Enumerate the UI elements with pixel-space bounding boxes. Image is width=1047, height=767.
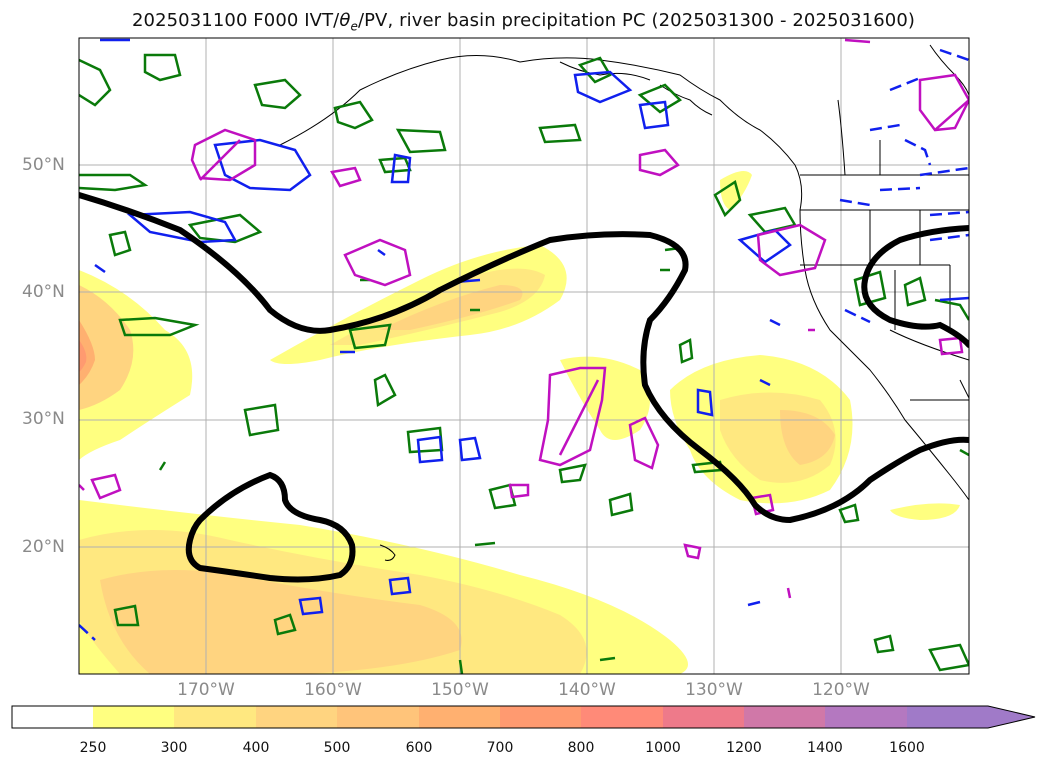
colorbar-tick-600: 600 <box>405 740 433 756</box>
lon-label-140w: 140°W <box>558 680 616 700</box>
colorbar-segment-4 <box>337 706 419 728</box>
lon-label-120w: 120°W <box>812 680 870 700</box>
colorbar-segment-2 <box>174 706 256 728</box>
lon-label-170w: 170°W <box>177 680 235 700</box>
black-contours <box>79 192 969 583</box>
colorbar-tick-400: 400 <box>242 740 270 756</box>
colorbar-tick-1600: 1600 <box>889 740 925 756</box>
colorbar-segment-6 <box>500 706 581 728</box>
colorbar-tick-500: 500 <box>323 740 351 756</box>
colorbar-segment-0 <box>12 706 93 728</box>
colorbar-tick-250: 250 <box>79 740 107 756</box>
colorbar-segment-10 <box>825 706 907 728</box>
colorbar-tick-1200: 1200 <box>726 740 762 756</box>
lon-label-150w: 150°W <box>431 680 489 700</box>
colorbar-tick-1000: 1000 <box>645 740 681 756</box>
colorbar-tick-300: 300 <box>160 740 188 756</box>
colorbar-segment-1 <box>93 706 174 728</box>
colorbar-segment-3 <box>256 706 337 728</box>
map-frame <box>78 37 970 675</box>
colorbar-segment-5 <box>419 706 500 728</box>
lat-label-50n: 50°N <box>22 155 65 175</box>
map-title: 2025031100 F000 IVT/θe/PV, river basin p… <box>131 10 916 34</box>
magenta-contours <box>79 38 969 599</box>
lat-label-40n: 40°N <box>22 282 65 302</box>
lon-label-160w: 160°W <box>304 680 362 700</box>
colorbar <box>11 705 1036 729</box>
colorbar-tick-1400: 1400 <box>807 740 843 756</box>
gridlines <box>79 38 969 674</box>
lat-label-30n: 30°N <box>22 409 65 429</box>
colorbar-extend-arrow <box>907 706 1035 728</box>
colorbar-segment-7 <box>581 706 663 728</box>
lat-label-20n: 20°N <box>22 537 65 557</box>
colorbar-segment-8 <box>663 706 744 728</box>
state-borders <box>800 99 969 401</box>
coastlines <box>279 44 969 561</box>
colorbar-tick-800: 800 <box>567 740 595 756</box>
lon-label-130w: 130°W <box>685 680 743 700</box>
colorbar-tick-700: 700 <box>486 740 514 756</box>
colorbar-segment-9 <box>744 706 825 728</box>
colorbar-outline <box>11 705 1036 729</box>
